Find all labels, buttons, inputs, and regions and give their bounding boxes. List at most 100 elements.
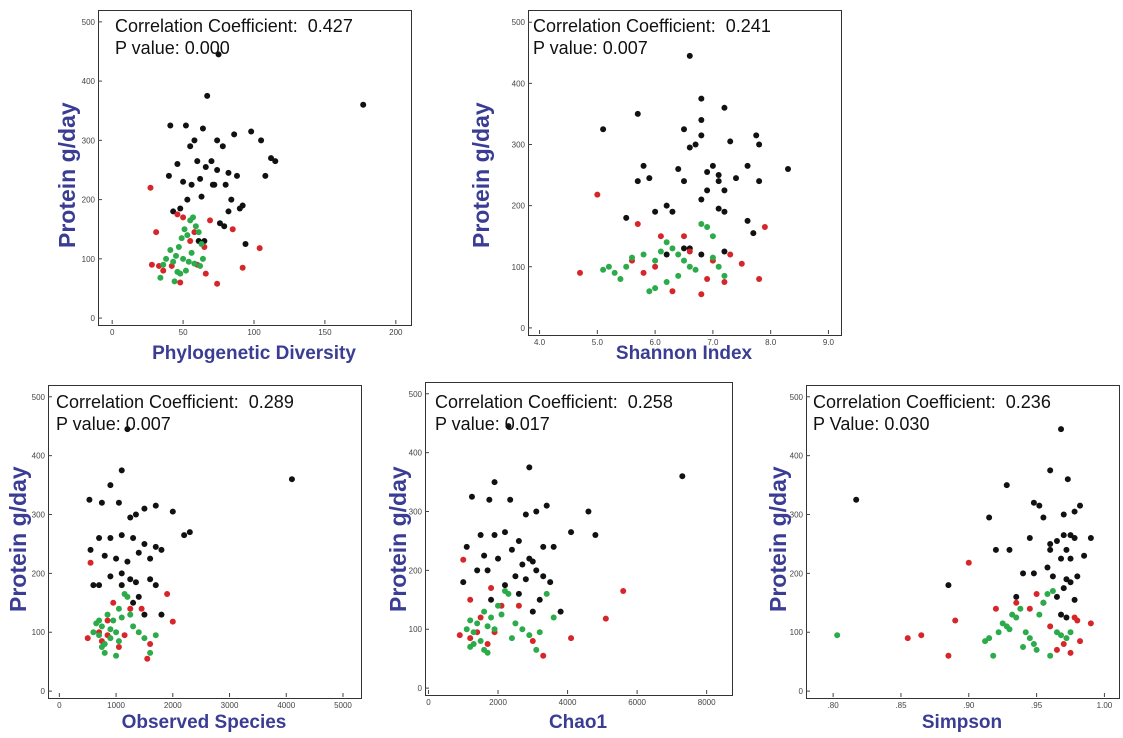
x-tick-label: 8.0 [765, 338, 777, 347]
data-point-black [141, 611, 148, 618]
data-point-black [215, 51, 222, 58]
data-point-green [178, 235, 185, 242]
data-point-black [557, 608, 564, 615]
data-point-green [1036, 611, 1043, 618]
data-point-black [652, 208, 659, 215]
data-point-black [165, 172, 172, 179]
data-point-red [239, 264, 246, 271]
data-point-black [681, 245, 687, 252]
data-point-black [1003, 482, 1010, 489]
data-point-black [214, 137, 221, 144]
data-point-green [995, 629, 1002, 636]
data-point-black [529, 608, 536, 615]
data-point-red [256, 245, 263, 252]
data-point-green [1058, 632, 1065, 639]
data-point-green [467, 617, 474, 624]
data-point-black [96, 582, 103, 589]
data-point-black [107, 535, 114, 542]
data-point-black [197, 175, 204, 182]
data-point-black [592, 532, 599, 539]
x-tick-label: 5.0 [592, 338, 604, 347]
x-axis-label: Chao1 [548, 712, 608, 733]
data-point-black [187, 143, 194, 150]
p-label: P value: [56, 414, 121, 434]
y-tick-label: 500 [512, 18, 526, 27]
data-point-red [686, 248, 693, 255]
x-axis-label: Simpson [921, 712, 1003, 733]
data-point-black [1063, 614, 1070, 621]
data-point-green [533, 646, 540, 653]
data-point-green [199, 255, 206, 262]
data-point-green [1047, 652, 1054, 659]
data-point-black [124, 558, 131, 565]
data-point-black [177, 205, 184, 212]
data-point-green [543, 590, 550, 597]
y-tick-label: 100 [790, 628, 804, 637]
data-point-green [135, 629, 142, 636]
data-point-black [468, 493, 475, 500]
data-point-green [115, 605, 122, 612]
data-point-green [110, 617, 117, 624]
data-point-red [918, 632, 925, 639]
y-tick-label: 100 [82, 255, 96, 264]
data-point-black [96, 535, 103, 542]
data-point-green [167, 246, 174, 253]
data-point-red [952, 617, 959, 624]
data-point-black [463, 543, 470, 550]
data-point-green [692, 266, 699, 273]
data-point-red [945, 652, 952, 659]
data-point-green [484, 649, 491, 656]
y-tick-label: 300 [32, 511, 46, 520]
data-point-green [484, 623, 491, 630]
data-point-green [990, 652, 997, 659]
data-point-black [214, 166, 221, 173]
data-point-black [721, 187, 728, 194]
data-point-green [184, 232, 191, 239]
data-point-black [141, 505, 148, 512]
data-point-red [577, 269, 583, 276]
data-point-black [481, 552, 488, 559]
data-point-black [141, 540, 148, 547]
data-point-red [144, 655, 151, 662]
x-tick-label: 200 [389, 328, 403, 337]
correlation-value: 0.258 [627, 392, 673, 412]
data-point-black [191, 137, 198, 144]
data-point-red [214, 280, 221, 287]
y-tick-label: 400 [790, 452, 804, 461]
data-point-black [540, 573, 547, 580]
data-point-black [107, 573, 114, 580]
data-point-red [202, 270, 209, 277]
data-point-black [1053, 593, 1060, 600]
data-point-black [158, 546, 165, 553]
data-point-black [1058, 555, 1065, 562]
data-point-red [1026, 605, 1033, 612]
data-point-black [1058, 426, 1065, 433]
data-point-black [221, 223, 228, 230]
data-point-red [87, 559, 94, 566]
correlation-label: Correlation Coefficient: [115, 16, 298, 36]
data-point-black [727, 138, 734, 145]
data-point-black [477, 532, 484, 539]
data-point-red [594, 191, 601, 198]
data-point-green [170, 258, 177, 265]
data-point-green [107, 635, 114, 642]
y-tick-label: 300 [409, 508, 423, 517]
data-point-black [540, 543, 547, 550]
data-point-black [675, 165, 682, 172]
data-point-red [1047, 623, 1054, 630]
data-point-black [1020, 570, 1027, 577]
data-point-black [118, 582, 125, 589]
data-point-black [132, 511, 139, 518]
plot-frame [528, 10, 842, 336]
data-point-black [753, 132, 760, 139]
data-point-black [360, 101, 367, 108]
data-point-red [138, 605, 145, 612]
data-point-black [491, 532, 498, 539]
data-point-black [507, 496, 514, 503]
correlation-label: Correlation Coefficient: [533, 16, 716, 36]
x-tick-label: 0 [57, 701, 62, 710]
p-value: 0.000 [184, 38, 230, 58]
data-point-green [152, 632, 159, 639]
data-point-green [175, 243, 182, 250]
